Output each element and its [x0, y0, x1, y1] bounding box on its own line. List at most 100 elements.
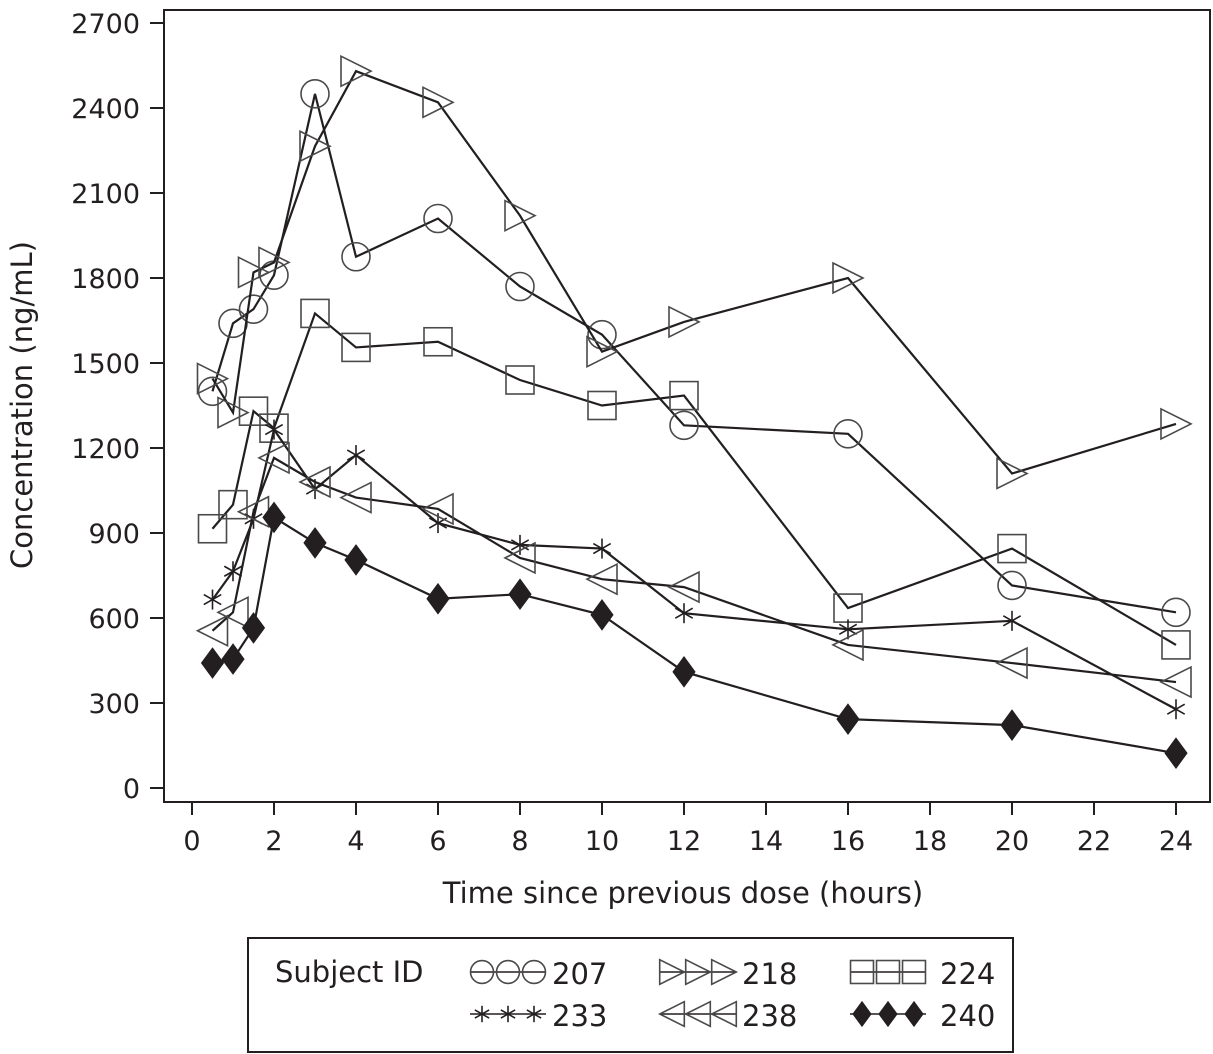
data-point-218 — [668, 305, 701, 339]
data-point-207 — [833, 419, 863, 449]
legend-marker-207 — [495, 959, 521, 985]
x-axis-title: Time since previous dose (hours) — [442, 876, 923, 910]
data-point-240 — [1164, 737, 1188, 769]
y-tick-label: 900 — [88, 519, 140, 550]
data-point-240 — [836, 703, 860, 735]
data-point-238 — [585, 562, 618, 596]
data-point-218 — [196, 362, 230, 395]
data-point-238 — [257, 441, 290, 475]
data-point-207 — [587, 319, 617, 350]
data-point-238 — [421, 492, 454, 526]
data-point-207 — [300, 79, 330, 109]
legend-label: 224 — [940, 957, 995, 991]
data-point-224 — [505, 365, 535, 395]
data-point-240 — [1000, 709, 1024, 741]
x-tick-label: 20 — [995, 826, 1029, 857]
data-point-207 — [997, 570, 1027, 601]
legend-label: 240 — [940, 999, 995, 1033]
series-line-238 — [211, 456, 1177, 684]
series-layer — [195, 54, 1193, 769]
data-point-233 — [203, 589, 222, 610]
x-tick-label: 4 — [347, 826, 364, 857]
legend-marker-218 — [658, 958, 687, 986]
series-238 — [195, 441, 1192, 699]
legend-marker-207 — [521, 959, 547, 985]
x-tick-label: 12 — [667, 826, 701, 857]
legend-box — [247, 937, 1014, 1053]
x-tick-label: 6 — [429, 826, 446, 857]
data-point-233 — [838, 619, 858, 640]
data-point-238 — [1159, 665, 1192, 699]
legend-marker-240 — [904, 1000, 924, 1028]
data-point-218 — [586, 335, 619, 368]
data-point-240 — [200, 647, 225, 679]
data-point-207 — [341, 241, 371, 272]
legend-marker-207 — [469, 959, 495, 985]
data-point-207 — [423, 203, 453, 234]
data-point-218 — [340, 54, 373, 88]
data-point-218 — [832, 261, 865, 295]
data-point-238 — [195, 614, 229, 648]
data-point-238 — [995, 646, 1028, 680]
legend-marker-224 — [901, 959, 927, 985]
legend-item-238: 238 — [657, 999, 797, 1033]
y-tick-label: 2700 — [71, 9, 140, 40]
series-240 — [200, 501, 1188, 769]
x-tick-label: 14 — [749, 826, 783, 857]
legend-marker-233 — [500, 1005, 516, 1023]
data-point-233 — [674, 603, 694, 624]
x-tick-label: 2 — [265, 826, 282, 857]
legend-marker-224 — [875, 959, 901, 985]
legend-label: 238 — [742, 999, 797, 1033]
data-point-240 — [426, 582, 450, 615]
legend-item-218: 218 — [658, 957, 797, 991]
data-point-218 — [299, 129, 332, 163]
series-line-224 — [211, 311, 1177, 646]
y-tick-label: 1800 — [71, 264, 140, 295]
plot-frame — [163, 9, 1211, 803]
x-tick-label: 8 — [511, 826, 528, 857]
legend-marker-238 — [709, 1000, 738, 1028]
legend-label: 218 — [742, 957, 797, 991]
data-point-238 — [216, 596, 249, 629]
x-tick-label: 22 — [1077, 826, 1111, 857]
data-point-240 — [241, 612, 266, 644]
data-point-233 — [346, 445, 366, 466]
data-point-224 — [997, 533, 1027, 564]
legend-label: 233 — [552, 999, 607, 1033]
legend-item-207: 207 — [469, 957, 607, 991]
data-point-207 — [238, 294, 269, 324]
legend: Subject ID 207 218 224 233 238 240 — [247, 937, 1014, 1053]
data-point-233 — [592, 538, 612, 559]
y-tick-label: 1500 — [71, 349, 140, 380]
data-point-224 — [669, 380, 699, 411]
data-point-224 — [218, 489, 248, 520]
y-tick-label: 2400 — [71, 94, 140, 125]
legend-marker-240 — [878, 1000, 898, 1028]
data-point-233 — [1002, 610, 1022, 631]
data-point-224 — [1161, 630, 1191, 660]
data-point-240 — [262, 501, 286, 534]
data-point-224 — [423, 326, 453, 357]
series-line-207 — [211, 93, 1177, 614]
legend-marker-233 — [526, 1005, 542, 1023]
x-tick-label: 24 — [1159, 826, 1193, 857]
legend-item-233: 233 — [470, 999, 607, 1033]
data-point-238 — [831, 628, 864, 662]
data-point-218 — [237, 256, 271, 289]
data-point-233 — [1166, 699, 1186, 720]
y-tick-label: 300 — [88, 689, 140, 720]
data-point-224 — [259, 413, 289, 443]
data-point-238 — [298, 465, 331, 499]
data-point-240 — [590, 599, 614, 631]
series-line-218 — [211, 69, 1177, 475]
series-207 — [197, 79, 1191, 628]
data-point-238 — [339, 481, 372, 514]
legend-title: Subject ID — [275, 955, 424, 989]
data-point-218 — [996, 457, 1029, 490]
legend-marker-233 — [474, 1005, 490, 1023]
y-tick-label: 2100 — [71, 179, 140, 210]
legend-marker-218 — [684, 958, 713, 986]
y-tick-label: 600 — [88, 604, 140, 635]
